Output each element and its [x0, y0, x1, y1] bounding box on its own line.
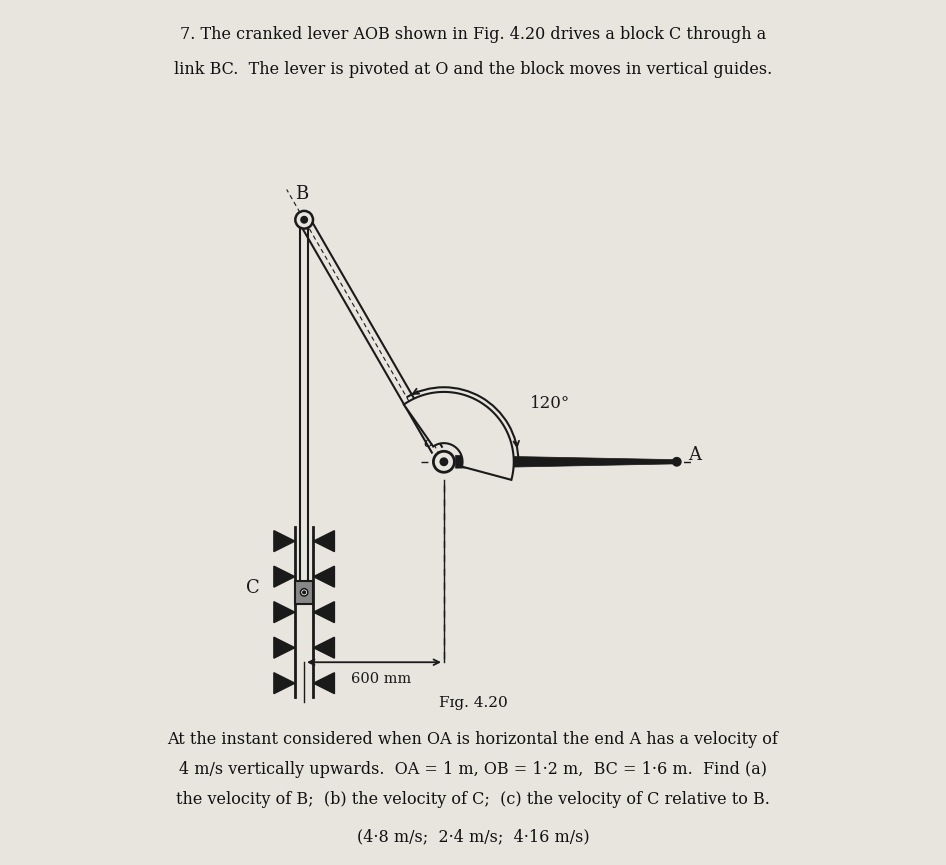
Circle shape	[433, 452, 454, 472]
Polygon shape	[274, 567, 295, 587]
Polygon shape	[274, 530, 295, 552]
Text: (4·8 m/s;  2·4 m/s;  4·16 m/s): (4·8 m/s; 2·4 m/s; 4·16 m/s)	[357, 829, 589, 846]
Polygon shape	[313, 602, 335, 623]
Circle shape	[440, 458, 447, 465]
Circle shape	[295, 211, 313, 228]
Polygon shape	[313, 530, 335, 552]
Text: link BC.  The lever is pivoted at O and the block moves in vertical guides.: link BC. The lever is pivoted at O and t…	[174, 61, 772, 78]
Polygon shape	[313, 673, 335, 694]
Circle shape	[303, 591, 306, 593]
Text: 7. The cranked lever AOB shown in Fig. 4.20 drives a block C through a: 7. The cranked lever AOB shown in Fig. 4…	[180, 26, 766, 43]
Bar	[295, 580, 313, 604]
Text: B: B	[295, 185, 308, 203]
Polygon shape	[274, 638, 295, 658]
Text: At the instant considered when OA is horizontal the end A has a velocity of: At the instant considered when OA is hor…	[167, 731, 779, 748]
Text: C: C	[246, 579, 260, 597]
Text: o: o	[423, 436, 432, 450]
Polygon shape	[313, 638, 335, 658]
Circle shape	[301, 589, 307, 596]
Text: 120°: 120°	[530, 395, 570, 412]
Circle shape	[673, 458, 681, 466]
Text: the velocity of B;  (b) the velocity of C;  (c) the velocity of C relative to B.: the velocity of B; (b) the velocity of C…	[176, 791, 770, 809]
Polygon shape	[404, 392, 514, 480]
Polygon shape	[274, 673, 295, 694]
Circle shape	[301, 216, 307, 223]
Polygon shape	[456, 455, 676, 468]
Polygon shape	[274, 602, 295, 623]
Text: Fɪg. 4.20: Fɪg. 4.20	[439, 696, 507, 710]
Text: 4 m/s vertically upwards.  OA = 1 m, OB = 1·2 m,  BC = 1·6 m.  Find (a): 4 m/s vertically upwards. OA = 1 m, OB =…	[179, 761, 767, 779]
Text: 600 mm: 600 mm	[351, 671, 412, 686]
Polygon shape	[313, 567, 335, 587]
Text: A: A	[689, 445, 701, 464]
